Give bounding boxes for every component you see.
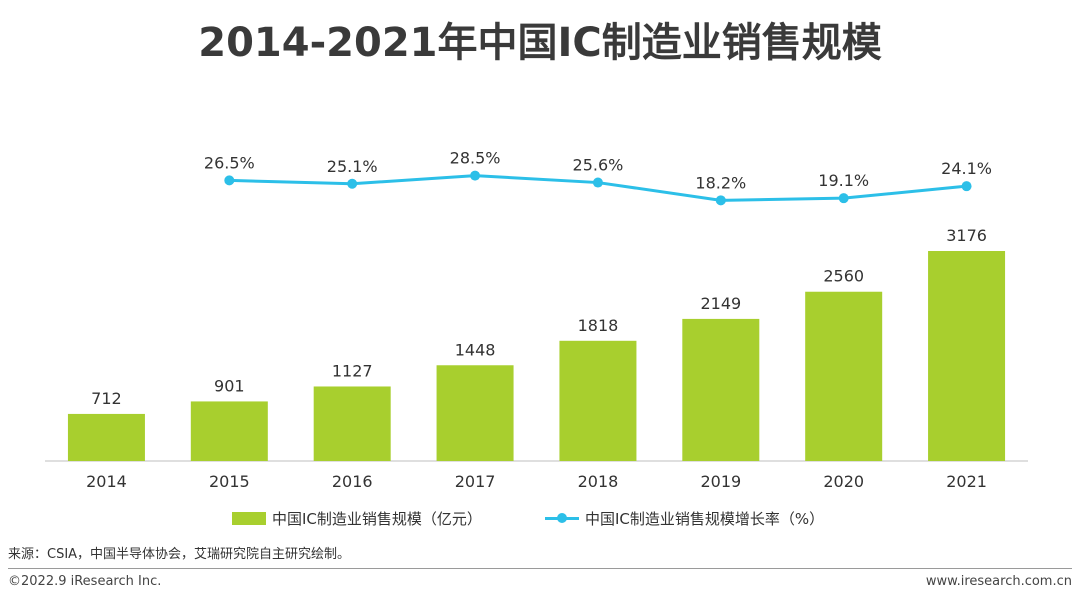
x-tick-2021: 2021 <box>946 472 987 491</box>
copyright: ©2022.9 iResearch Inc. <box>8 574 162 589</box>
growth-point-2018 <box>592 177 603 188</box>
growth-label-2020: 19.1% <box>818 171 869 190</box>
growth-label-2018: 25.6% <box>573 156 624 175</box>
growth-point-2021 <box>961 181 972 192</box>
x-tick-2016: 2016 <box>332 472 373 491</box>
bar-label-2014: 712 <box>91 389 122 408</box>
growth-label-2016: 25.1% <box>327 157 378 176</box>
bar-label-2015: 901 <box>214 376 245 395</box>
legend-bar-label: 中国IC制造业销售规模（亿元） <box>272 510 482 528</box>
growth-point-2017 <box>470 170 481 181</box>
bar-2021 <box>928 251 1006 461</box>
website-link[interactable]: www.iresearch.com.cn <box>925 574 1072 589</box>
growth-point-2019 <box>715 195 726 206</box>
bar-2015 <box>190 401 268 461</box>
legend-line-dot <box>557 513 567 523</box>
footer-divider <box>8 568 1072 569</box>
bar-2014 <box>67 413 145 461</box>
x-tick-2014: 2014 <box>86 472 127 491</box>
legend: 中国IC制造业销售规模（亿元） 中国IC制造业销售规模增长率（%） <box>0 508 1080 532</box>
bar-label-2017: 1448 <box>455 340 496 359</box>
bar-2017 <box>436 365 514 461</box>
bar-label-2019: 2149 <box>700 294 741 313</box>
growth-point-2015 <box>224 175 235 186</box>
legend-item-bar: 中国IC制造业销售规模（亿元） <box>232 508 482 529</box>
bar-2016 <box>313 386 391 461</box>
legend-bar-swatch <box>232 512 266 525</box>
bar-2018 <box>559 340 637 461</box>
bar-label-2020: 2560 <box>823 267 864 286</box>
legend-line-swatch <box>545 513 579 523</box>
growth-point-2020 <box>838 193 849 204</box>
bar-label-2018: 1818 <box>578 316 619 335</box>
growth-label-2015: 26.5% <box>204 153 255 172</box>
source-note: 来源：CSIA，中国半导体协会，艾瑞研究院自主研究绘制。 <box>8 547 351 562</box>
growth-label-2021: 24.1% <box>941 159 992 178</box>
x-tick-2019: 2019 <box>700 472 741 491</box>
growth-label-2019: 18.2% <box>695 173 746 192</box>
legend-line-label: 中国IC制造业销售规模增长率（%） <box>585 510 825 528</box>
x-tick-2018: 2018 <box>578 472 619 491</box>
bar-label-2016: 1127 <box>332 361 373 380</box>
bar-2019 <box>682 318 760 461</box>
x-tick-2015: 2015 <box>209 472 250 491</box>
x-tick-2017: 2017 <box>455 472 496 491</box>
legend-item-line: 中国IC制造业销售规模增长率（%） <box>545 508 824 529</box>
growth-label-2017: 28.5% <box>450 149 501 168</box>
chart-title: 2014-2021年中国IC制造业销售规模 <box>198 20 882 66</box>
bar-2020 <box>805 291 883 461</box>
x-tick-2020: 2020 <box>823 472 864 491</box>
growth-point-2016 <box>347 178 358 189</box>
bar-label-2021: 3176 <box>946 226 987 245</box>
